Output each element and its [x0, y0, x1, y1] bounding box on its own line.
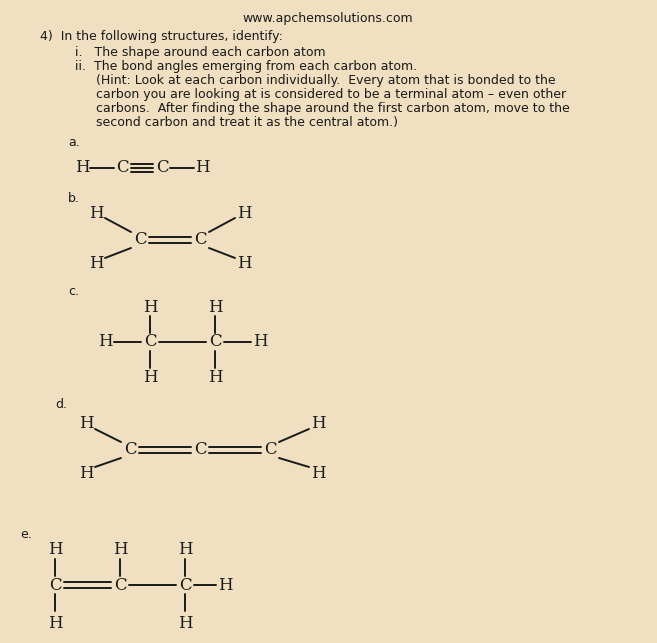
Text: H: H [177, 541, 193, 559]
Text: H: H [177, 615, 193, 631]
Text: H: H [237, 204, 252, 221]
Text: H: H [75, 159, 89, 176]
Text: H: H [208, 368, 222, 386]
Text: second carbon and treat it as the central atom.): second carbon and treat it as the centra… [96, 116, 398, 129]
Text: C: C [133, 231, 147, 248]
Text: C: C [49, 577, 61, 593]
Text: H: H [194, 159, 210, 176]
Text: b.: b. [68, 192, 80, 205]
Text: ii.  The bond angles emerging from each carbon atom.: ii. The bond angles emerging from each c… [75, 60, 417, 73]
Text: C: C [263, 442, 277, 458]
Text: C: C [124, 442, 136, 458]
Text: H: H [311, 464, 325, 482]
Text: carbon you are looking at is considered to be a terminal atom – even other: carbon you are looking at is considered … [96, 88, 566, 101]
Text: C: C [179, 577, 191, 593]
Text: H: H [79, 415, 93, 431]
Text: H: H [113, 541, 127, 559]
Text: C: C [144, 334, 156, 350]
Text: H: H [89, 204, 103, 221]
Text: H: H [237, 255, 252, 271]
Text: H: H [48, 541, 62, 559]
Text: carbons.  After finding the shape around the first carbon atom, move to the: carbons. After finding the shape around … [96, 102, 570, 115]
Text: H: H [89, 255, 103, 271]
Text: H: H [48, 615, 62, 631]
Text: C: C [194, 231, 206, 248]
Text: C: C [194, 442, 206, 458]
Text: H: H [311, 415, 325, 431]
Text: 4)  In the following structures, identify:: 4) In the following structures, identify… [40, 30, 283, 43]
Text: H: H [143, 368, 157, 386]
Text: e.: e. [20, 528, 32, 541]
Text: C: C [209, 334, 221, 350]
Text: H: H [253, 334, 267, 350]
Text: C: C [114, 577, 126, 593]
Text: H: H [217, 577, 233, 593]
Text: c.: c. [68, 285, 79, 298]
Text: C: C [116, 159, 128, 176]
Text: H: H [208, 298, 222, 316]
Text: H: H [98, 334, 112, 350]
Text: www.apchemsolutions.com: www.apchemsolutions.com [242, 12, 413, 25]
Text: C: C [156, 159, 168, 176]
Text: (Hint: Look at each carbon individually.  Every atom that is bonded to the: (Hint: Look at each carbon individually.… [96, 74, 556, 87]
Text: H: H [79, 464, 93, 482]
Text: d.: d. [55, 398, 67, 411]
Text: i.   The shape around each carbon atom: i. The shape around each carbon atom [75, 46, 326, 59]
Text: a.: a. [68, 136, 79, 149]
Text: H: H [143, 298, 157, 316]
